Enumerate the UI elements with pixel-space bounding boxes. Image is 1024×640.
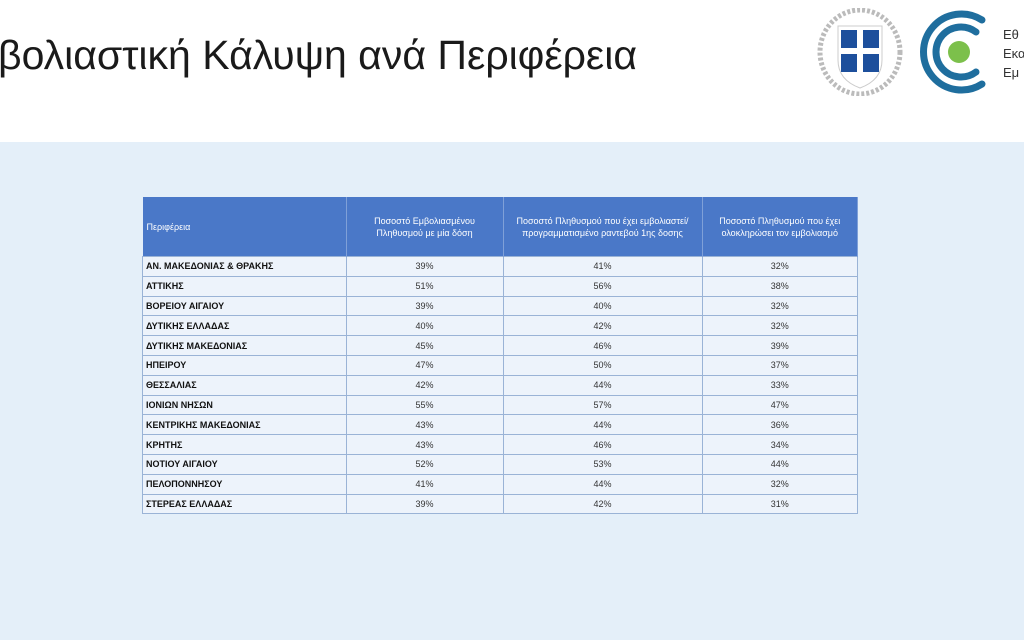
table-row: ΔΥΤΙΚΗΣ ΜΑΚΕΔΟΝΙΑΣ 45% 46% 39% [142,335,858,356]
column-header-one-dose: Ποσοστό Εμβολιασμένου Πληθυσμού με μία δ… [346,197,504,257]
percentage-cell: 47% [701,394,858,416]
percentage-cell: 39% [345,295,504,317]
percentage-cell: 40% [502,295,703,317]
region-cell: ΘΕΣΣΑΛΙΑΣ [142,374,347,396]
region-cell: ΒΟΡΕΙΟΥ ΑΙΓΑΙΟΥ [142,295,347,317]
table-row: ΑΝ. ΜΑΚΕΔΟΝΙΑΣ & ΘΡΑΚΗΣ 39% 41% 32% [142,256,858,277]
percentage-cell: 45% [345,335,504,356]
percentage-cell: 46% [502,335,703,356]
percentage-cell: 31% [701,493,858,515]
table-header-row: Περιφέρεια Ποσοστό Εμβολιασμένου Πληθυσμ… [142,197,858,257]
percentage-cell: 44% [502,414,703,436]
percentage-cell: 32% [701,315,858,337]
region-cell: ΑΤΤΙΚΗΣ [142,275,347,297]
percentage-cell: 50% [502,354,703,376]
percentage-cell: 46% [502,434,703,455]
region-cell: ΙΟΝΙΩΝ ΝΗΣΩΝ [142,394,347,416]
table-row: ΑΤΤΙΚΗΣ 51% 56% 38% [142,275,858,297]
table-row: ΚΕΝΤΡΙΚΗΣ ΜΑΚΕΔΟΝΙΑΣ 43% 44% 36% [142,414,858,436]
table-row: ΘΕΣΣΑΛΙΑΣ 42% 44% 33% [142,374,858,396]
percentage-cell: 44% [502,473,703,495]
percentage-cell: 37% [701,354,858,376]
percentage-cell: 55% [345,394,504,416]
percentage-cell: 36% [701,414,858,436]
table-row: ΣΤΕΡΕΑΣ ΕΛΛΑΔΑΣ 39% 42% 31% [142,493,858,515]
percentage-cell: 43% [345,434,504,455]
region-cell: ΠΕΛΟΠΟΝΝΗΣΟΥ [142,473,347,495]
table-row: ΔΥΤΙΚΗΣ ΕΛΛΑΔΑΣ 40% 42% 32% [142,315,858,337]
percentage-cell: 41% [345,473,504,495]
column-header-first-dose-scheduled: Ποσοστό Πληθυσμού που έχει εμβολιαστεί/π… [503,197,703,257]
region-cell: ΔΥΤΙΚΗΣ ΜΑΚΕΔΟΝΙΑΣ [142,335,347,356]
region-cell: ΚΕΝΤΡΙΚΗΣ ΜΑΚΕΔΟΝΙΑΣ [142,414,347,436]
percentage-cell: 34% [701,434,858,455]
logo-text-line: Εκα [1003,46,1024,61]
column-header-region: Περιφέρεια [142,197,347,257]
percentage-cell: 47% [345,354,504,376]
percentage-cell: 51% [345,275,504,297]
percentage-cell: 57% [502,394,703,416]
percentage-cell: 56% [502,275,703,297]
table-row: ΠΕΛΟΠΟΝΝΗΣΟΥ 41% 44% 32% [142,473,858,495]
percentage-cell: 32% [701,473,858,495]
percentage-cell: 40% [345,315,504,337]
organization-name: Εθ Εκα Εμ [1003,25,1024,82]
percentage-cell: 42% [502,493,703,515]
organization-logo [920,10,986,94]
percentage-cell: 39% [345,493,504,515]
percentage-cell: 39% [345,256,504,277]
table-row: ΝΟΤΙΟΥ ΑΙΓΑΙΟΥ 52% 53% 44% [142,453,858,475]
column-header-fully-vaccinated: Ποσοστό Πληθυσμού που έχει ολοκληρώσει τ… [702,197,858,257]
table-row: ΗΠΕΙΡΟΥ 47% 50% 37% [142,354,858,376]
percentage-cell: 33% [701,374,858,396]
percentage-cell: 52% [345,453,504,475]
greek-coat-of-arms-logo [817,8,903,96]
region-cell: ΝΟΤΙΟΥ ΑΙΓΑΙΟΥ [142,453,347,475]
percentage-cell: 32% [701,256,858,277]
table-row: ΙΟΝΙΩΝ ΝΗΣΩΝ 55% 57% 47% [142,394,858,416]
percentage-cell: 44% [502,374,703,396]
percentage-cell: 43% [345,414,504,436]
region-cell: ΚΡΗΤΗΣ [142,434,347,455]
percentage-cell: 39% [701,335,858,356]
region-cell: ΔΥΤΙΚΗΣ ΕΛΛΑΔΑΣ [142,315,347,337]
logo-text-line: Εμ [1003,65,1020,80]
logo-text-line: Εθ [1003,27,1019,42]
region-cell: ΗΠΕΙΡΟΥ [142,354,347,376]
percentage-cell: 44% [701,453,858,475]
percentage-cell: 38% [701,275,858,297]
vaccination-coverage-table: Περιφέρεια Ποσοστό Εμβολιασμένου Πληθυσμ… [142,197,858,515]
slide-header: βολιαστική Κάλυψη ανά Περιφέρεια Εθ Εκα … [0,0,1024,142]
table-row: ΒΟΡΕΙΟΥ ΑΙΓΑΙΟΥ 39% 40% 32% [142,295,858,317]
percentage-cell: 41% [502,256,703,277]
region-cell: ΑΝ. ΜΑΚΕΔΟΝΙΑΣ & ΘΡΑΚΗΣ [142,256,347,277]
percentage-cell: 42% [345,374,504,396]
percentage-cell: 53% [502,453,703,475]
region-cell: ΣΤΕΡΕΑΣ ΕΛΛΑΔΑΣ [142,493,347,515]
percentage-cell: 42% [502,315,703,337]
slide-title: βολιαστική Κάλυψη ανά Περιφέρεια [0,32,638,78]
percentage-cell: 32% [701,295,858,317]
table-row: ΚΡΗΤΗΣ 43% 46% 34% [142,434,858,455]
